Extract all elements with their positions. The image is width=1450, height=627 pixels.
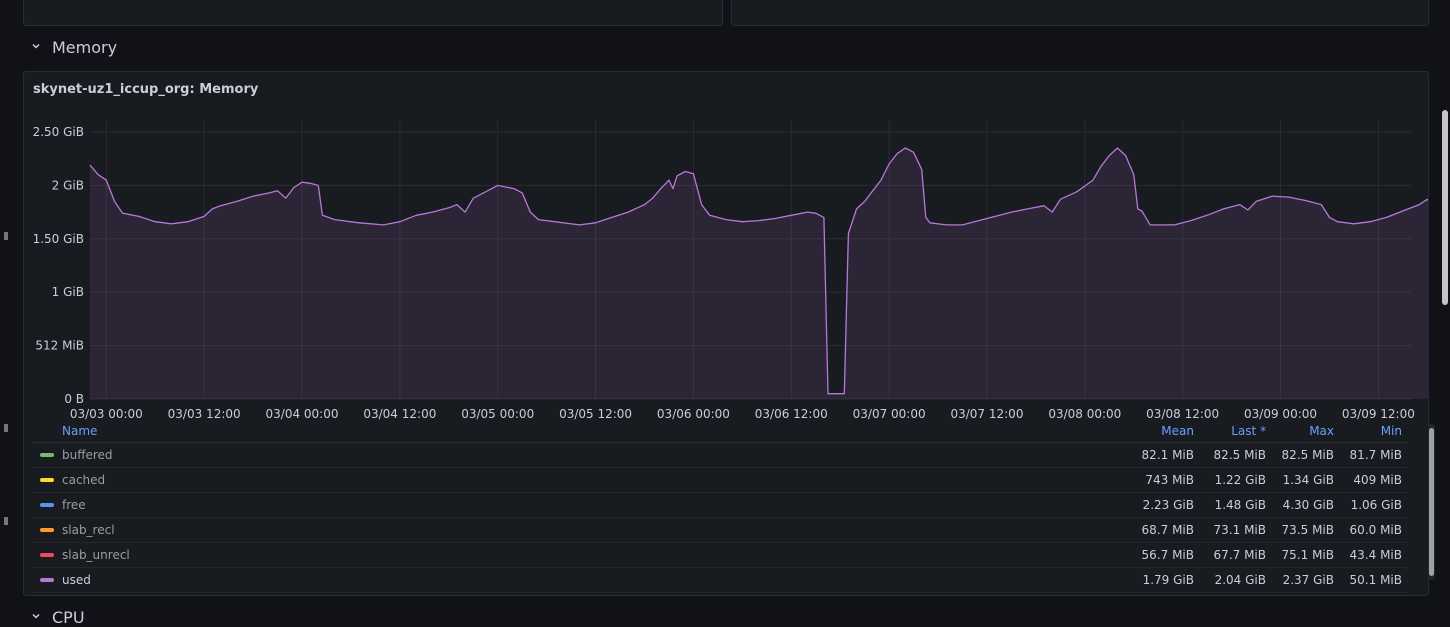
series-min: 81.7 MiB — [1349, 448, 1402, 462]
legend-row[interactable]: slab_recl 68.7 MiB 73.1 MiB 73.5 MiB 60.0 Mi… — [32, 518, 1408, 543]
legend-col-last[interactable]: Last * — [1231, 424, 1266, 438]
legend-col-name[interactable]: Name — [62, 424, 98, 438]
panel-title[interactable]: skynet-uz1_iccup_org: Memory — [33, 82, 259, 97]
legend-scrollbar-thumb[interactable] — [1429, 428, 1434, 576]
legend-col-max[interactable]: Max — [1309, 424, 1334, 438]
series-color-swatch — [40, 528, 54, 532]
row-header-memory[interactable]: Memory — [30, 38, 117, 57]
series-mean: 82.1 MiB — [1141, 448, 1194, 462]
series-area-used — [90, 148, 1428, 399]
series-last: 73.1 MiB — [1213, 523, 1266, 537]
memory-panel: skynet-uz1_iccup_org: Memory 2.50 GiB 2 G… — [23, 71, 1435, 596]
series-name[interactable]: slab_unrecl — [62, 548, 130, 562]
x-tick-label: 03/08 00:00 — [1048, 407, 1121, 421]
series-mean: 1.79 GiB — [1142, 573, 1194, 587]
y-tick-label: 1.50 GiB — [33, 232, 84, 246]
x-tick-label: 03/03 00:00 — [70, 407, 143, 421]
x-tick-label: 03/04 12:00 — [363, 407, 436, 421]
series-name[interactable]: slab_recl — [62, 523, 115, 537]
row-title: Memory — [52, 38, 118, 57]
series-last: 82.5 MiB — [1213, 448, 1266, 462]
left-edge-mark — [4, 424, 8, 432]
series-mean: 2.23 GiB — [1142, 498, 1194, 512]
series-min: 1.06 GiB — [1350, 498, 1402, 512]
series-name[interactable]: buffered — [62, 448, 113, 462]
series-last: 2.04 GiB — [1214, 573, 1266, 587]
series-last: 1.22 GiB — [1214, 473, 1266, 487]
x-tick-label: 03/04 00:00 — [266, 407, 339, 421]
y-tick-label: 512 MiB — [35, 339, 84, 353]
series-mean: 68.7 MiB — [1141, 523, 1194, 537]
chevron-down-icon — [30, 41, 42, 54]
x-tick-label: 03/05 12:00 — [559, 407, 632, 421]
x-tick-label: 03/09 00:00 — [1244, 407, 1317, 421]
x-tick-label: 03/07 12:00 — [950, 407, 1023, 421]
series-max: 2.37 GiB — [1282, 573, 1334, 587]
series-color-swatch — [40, 503, 54, 507]
series-max: 82.5 MiB — [1281, 448, 1334, 462]
previous-panel-right — [731, 0, 1429, 26]
legend-header: Name Mean Last * Max Min — [32, 422, 1408, 443]
x-tick-label: 03/05 00:00 — [461, 407, 534, 421]
series-max: 73.5 MiB — [1281, 523, 1334, 537]
legend-row[interactable]: free 2.23 GiB 1.48 GiB 4.30 GiB 1.06 GiB — [32, 493, 1408, 518]
legend-row[interactable]: slab_unrecl 56.7 MiB 67.7 MiB 75.1 MiB 43.4 … — [32, 543, 1408, 568]
chevron-down-icon — [30, 611, 42, 624]
series-max: 75.1 MiB — [1281, 548, 1334, 562]
series-min: 43.4 MiB — [1349, 548, 1402, 562]
series-max: 4.30 GiB — [1282, 498, 1334, 512]
y-tick-label: 0 B — [64, 392, 84, 406]
series-name[interactable]: used — [62, 573, 91, 587]
x-tick-label: 03/08 12:00 — [1146, 407, 1219, 421]
series-color-swatch — [40, 578, 54, 582]
series-min: 50.1 MiB — [1349, 573, 1402, 587]
y-tick-label: 1 GiB — [52, 285, 84, 299]
series-color-swatch — [40, 553, 54, 557]
row-header-cpu[interactable]: CPU — [30, 608, 85, 627]
row-title: CPU — [52, 608, 85, 627]
series-last: 1.48 GiB — [1214, 498, 1266, 512]
series-color-swatch — [40, 453, 54, 457]
series-color-swatch — [40, 478, 54, 482]
y-tick-label: 2.50 GiB — [33, 125, 84, 139]
series-name[interactable]: free — [62, 498, 86, 512]
legend-row[interactable]: cached 743 MiB 1.22 GiB 1.34 GiB 409 MiB — [32, 468, 1408, 493]
series-min: 409 MiB — [1353, 473, 1402, 487]
legend-row[interactable]: used 1.79 GiB 2.04 GiB 2.37 GiB 50.1 MiB — [32, 568, 1408, 593]
legend-row[interactable]: buffered 82.1 MiB 82.5 MiB 82.5 MiB 81.7 MiB — [32, 443, 1408, 468]
legend-col-min[interactable]: Min — [1380, 424, 1402, 438]
legend-col-mean[interactable]: Mean — [1161, 424, 1194, 438]
y-tick-label: 2 GiB — [52, 178, 84, 192]
x-tick-label: 03/09 12:00 — [1342, 407, 1415, 421]
x-tick-label: 03/07 00:00 — [853, 407, 926, 421]
series-mean: 743 MiB — [1145, 473, 1194, 487]
left-edge-mark — [4, 232, 8, 240]
left-edge-mark — [4, 517, 8, 525]
series-max: 1.34 GiB — [1282, 473, 1334, 487]
x-tick-label: 03/06 12:00 — [755, 407, 828, 421]
series-mean: 56.7 MiB — [1141, 548, 1194, 562]
series-name[interactable]: cached — [62, 473, 106, 487]
x-tick-label: 03/06 00:00 — [657, 407, 730, 421]
legend-table: Name Mean Last * Max Min buffered 82.1 Mi… — [32, 422, 1408, 593]
page-scrollbar[interactable] — [1442, 110, 1448, 305]
series-line-used[interactable] — [89, 147, 1428, 395]
previous-panel-left — [23, 0, 723, 26]
series-last: 67.7 MiB — [1213, 548, 1266, 562]
x-tick-label: 03/03 12:00 — [168, 407, 241, 421]
series-min: 60.0 MiB — [1349, 523, 1402, 537]
